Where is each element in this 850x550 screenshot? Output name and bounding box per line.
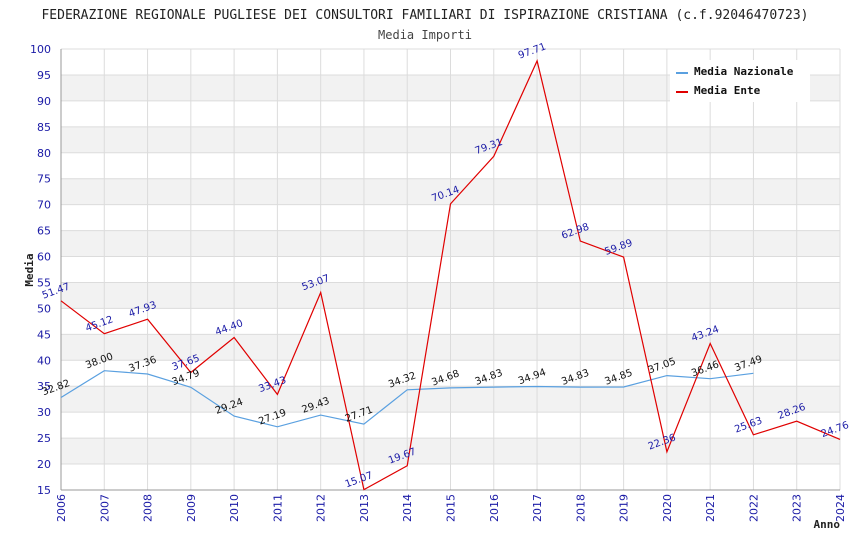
x-tick-label: 2020 <box>661 494 674 522</box>
data-label: 34.85 <box>603 368 634 388</box>
x-tick-label: 2022 <box>747 494 760 522</box>
series-lines <box>60 59 841 491</box>
y-tick-label: 75 <box>37 173 51 186</box>
y-tick-label: 45 <box>37 328 51 341</box>
x-tick-label: 2009 <box>185 494 198 522</box>
x-tick-label: 2008 <box>142 494 155 522</box>
data-label: 34.94 <box>517 367 548 387</box>
y-tick-label: 55 <box>37 276 51 289</box>
axes <box>60 49 840 491</box>
y-tick-label: 50 <box>37 302 51 315</box>
x-tick-label: 2021 <box>704 494 717 522</box>
y-tick-label: 80 <box>37 147 51 160</box>
y-axis-label: Media <box>23 253 36 286</box>
y-tick-label: 85 <box>37 121 51 134</box>
y-tick-label: 40 <box>37 354 51 367</box>
data-label: 34.68 <box>430 368 461 388</box>
series-line-media-nazionale <box>60 370 754 428</box>
legend-label-media-nazionale: Media Nazionale <box>694 65 794 78</box>
legend: Media Nazionale Media Ente <box>670 60 810 102</box>
y-tick-label: 90 <box>37 95 51 108</box>
data-label: 36.46 <box>690 359 721 379</box>
y-tick-label: 15 <box>37 484 51 497</box>
x-tick-labels: 2006 2007 2008 2009 2010 2011 2012 2013 2014 2015… <box>55 494 847 522</box>
y-tick-label: 25 <box>37 432 51 445</box>
y-tick-label: 20 <box>37 458 51 471</box>
x-tick-label: 2019 <box>618 494 631 522</box>
x-tick-label: 2013 <box>358 494 371 522</box>
data-label: 15.07 <box>344 470 375 490</box>
y-tick-label: 65 <box>37 225 51 238</box>
x-tick-label: 2018 <box>574 494 587 522</box>
x-tick-label: 2016 <box>488 494 501 522</box>
x-tick-label: 2024 <box>834 494 847 522</box>
chart-subtitle: Media Importi <box>378 28 472 42</box>
x-tick-label: 2015 <box>445 494 458 522</box>
x-tick-label: 2011 <box>271 494 284 522</box>
y-tick-label: 60 <box>37 251 51 264</box>
data-label: 34.83 <box>474 368 505 388</box>
x-tick-label: 2006 <box>55 494 68 522</box>
series-line-media-ente <box>60 59 841 491</box>
data-label: 34.83 <box>560 368 591 388</box>
chart-title: FEDERAZIONE REGIONALE PUGLIESE DEI CONSU… <box>41 8 808 23</box>
x-tick-label: 2023 <box>791 494 804 522</box>
y-tick-label: 70 <box>37 199 51 212</box>
y-tick-labels: 15 20 25 30 35 40 45 50 55 60 65 70 75 80 85 90 95 100 <box>30 43 51 497</box>
x-tick-label: 2012 <box>315 494 328 522</box>
y-tick-label: 95 <box>37 69 51 82</box>
legend-box <box>670 60 810 102</box>
gridlines <box>60 48 841 491</box>
y-tick-label: 100 <box>30 43 51 56</box>
x-tick-label: 2007 <box>98 494 111 522</box>
y-tick-label: 30 <box>37 406 51 419</box>
data-label: 97.71 <box>517 41 548 61</box>
x-tick-label: 2017 <box>531 494 544 522</box>
x-tick-label: 2010 <box>228 494 241 522</box>
x-axis-label: Anno <box>814 518 841 531</box>
x-tick-label: 2014 <box>401 494 414 522</box>
legend-label-media-ente: Media Ente <box>694 84 761 97</box>
y-tick-label: 35 <box>37 380 51 393</box>
